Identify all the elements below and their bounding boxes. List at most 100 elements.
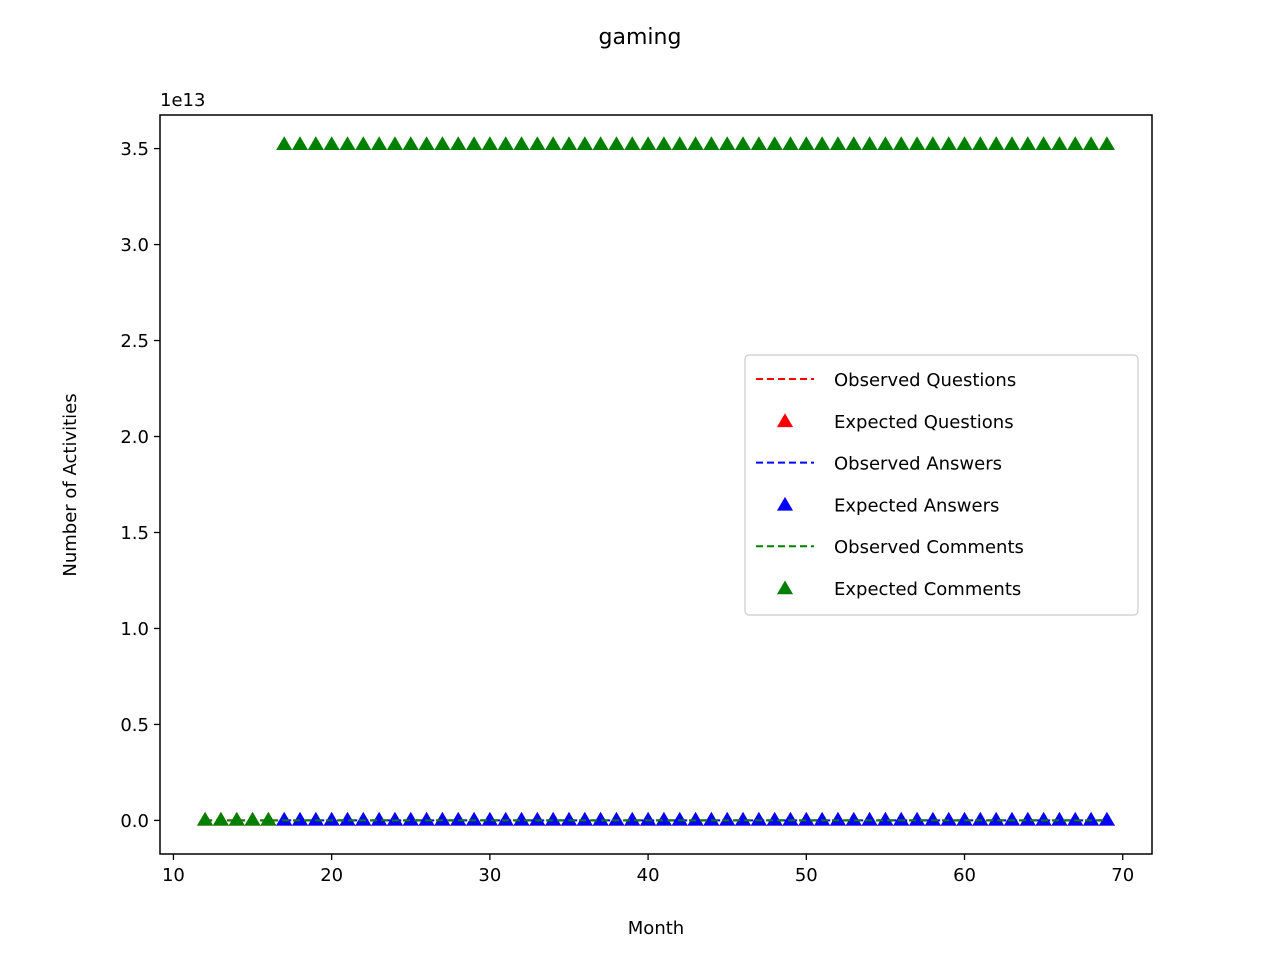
data-point (924, 136, 941, 151)
data-point (956, 811, 973, 826)
legend-label: Expected Answers (834, 495, 999, 516)
data-point (212, 811, 229, 826)
data-point (545, 136, 562, 151)
x-tick-label: 70 (1111, 865, 1134, 886)
data-point (908, 811, 926, 826)
data-point (766, 811, 783, 826)
data-point (750, 811, 767, 826)
data-point (386, 811, 404, 826)
data-point (1051, 811, 1068, 826)
data-point (671, 811, 688, 826)
legend-item: Observed Questions (756, 370, 1016, 391)
data-point (576, 136, 593, 151)
data-point (465, 811, 483, 826)
x-axis-label: Month (628, 918, 684, 939)
data-point (576, 811, 593, 826)
legend: Observed Questions Expected Questions Obse… (744, 354, 1139, 616)
legend-label: Expected Questions (834, 412, 1014, 433)
data-point (908, 136, 926, 151)
y-offset-label: 1e13 (160, 90, 205, 111)
x-tick-label: 10 (162, 865, 185, 886)
data-point (339, 136, 356, 151)
legend-item: Expected Comments (776, 579, 1021, 600)
legend-item: Expected Answers (776, 495, 999, 516)
data-point (798, 136, 815, 151)
data-point (719, 136, 736, 151)
data-point (782, 136, 799, 151)
data-point (434, 136, 451, 151)
data-point (924, 811, 941, 826)
data-point (972, 811, 989, 826)
data-point (1003, 811, 1021, 826)
legend-box (744, 354, 1139, 616)
data-point (1083, 136, 1100, 151)
y-tick-label: 1.0 (120, 619, 149, 640)
data-point (529, 811, 546, 826)
data-point (1035, 811, 1052, 826)
series-expected-comments (197, 136, 1115, 826)
x-tick-label: 30 (478, 865, 501, 886)
data-point (481, 811, 498, 826)
x-tick-label: 40 (637, 865, 660, 886)
data-point (545, 811, 562, 826)
data-point (465, 136, 483, 151)
data-point (655, 136, 672, 151)
data-point (624, 136, 641, 151)
y-tick-label: 0.0 (120, 811, 149, 832)
data-point (244, 811, 261, 826)
data-point (893, 811, 910, 826)
data-point (703, 136, 720, 151)
data-point (734, 811, 752, 826)
data-point (861, 811, 878, 826)
x-tick-label: 20 (320, 865, 343, 886)
data-point (1083, 811, 1100, 826)
data-point (1051, 136, 1068, 151)
data-point (608, 811, 625, 826)
data-point (1019, 811, 1036, 826)
legend-label: Observed Comments (834, 537, 1024, 558)
y-axis-label: Number of Activities (60, 393, 81, 576)
legend-marker (776, 580, 794, 595)
data-point (640, 136, 657, 151)
data-point (988, 811, 1005, 826)
data-point (750, 136, 767, 151)
data-point (291, 136, 309, 151)
x-tick-label: 50 (795, 865, 818, 886)
data-point (513, 811, 530, 826)
data-point (988, 136, 1005, 151)
legend-item: Observed Answers (756, 454, 1002, 475)
data-point (655, 811, 672, 826)
data-point (228, 811, 245, 826)
data-point (307, 136, 324, 151)
data-point (276, 811, 293, 826)
data-point (339, 811, 356, 826)
data-point (782, 811, 799, 826)
y-axis: 0.0 0.5 1.0 1.5 2.0 2.5 3.0 3.5 (120, 139, 160, 832)
series-expected-answers (276, 811, 1115, 826)
data-point (371, 811, 388, 826)
data-point (798, 811, 815, 826)
data-point (734, 136, 752, 151)
y-tick-label: 1.5 (120, 523, 149, 544)
data-point (529, 136, 546, 151)
x-tick-label: 60 (953, 865, 976, 886)
data-point (1035, 136, 1052, 151)
data-point (497, 136, 514, 151)
data-point (829, 136, 847, 151)
data-point (402, 136, 419, 151)
data-point (197, 811, 214, 826)
data-point (1003, 136, 1021, 151)
data-point (845, 136, 862, 151)
data-point (291, 811, 309, 826)
data-point (956, 136, 973, 151)
legend-label: Observed Answers (834, 454, 1002, 475)
data-point (560, 811, 578, 826)
data-point (766, 136, 783, 151)
data-point (814, 136, 831, 151)
data-point (592, 811, 609, 826)
data-point (260, 811, 277, 826)
data-point (276, 136, 293, 151)
data-point (402, 811, 419, 826)
data-point (355, 811, 372, 826)
data-point (418, 811, 435, 826)
